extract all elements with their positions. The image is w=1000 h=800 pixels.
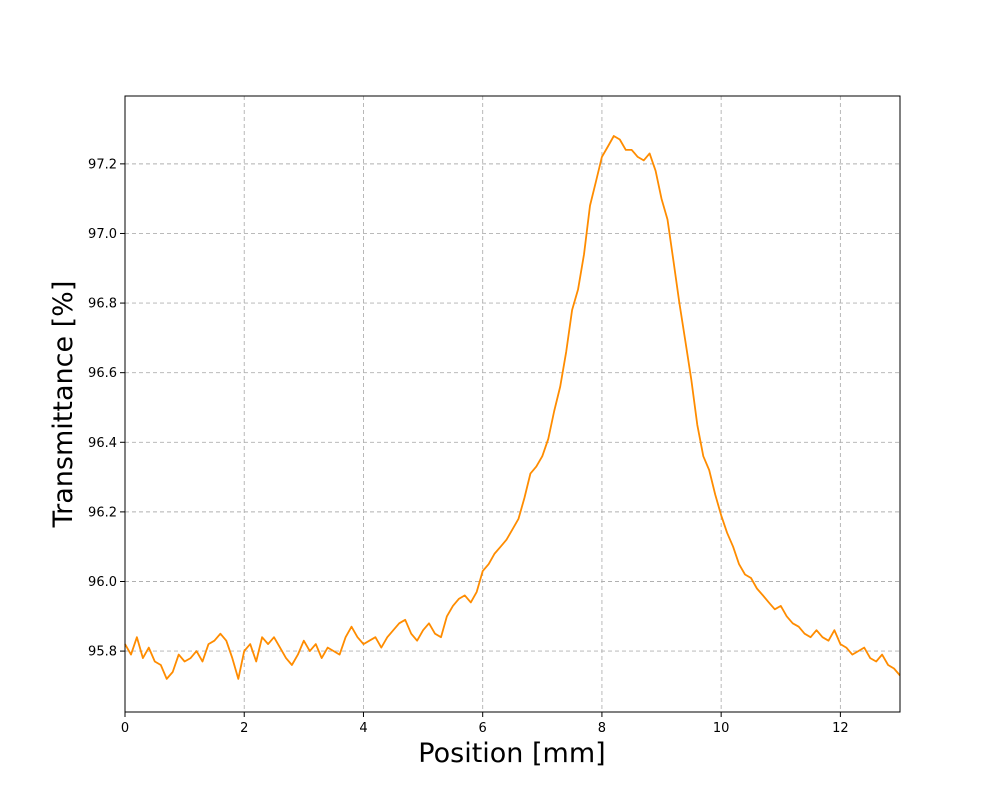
y-tick-label: 95.8: [88, 645, 117, 660]
x-tick-label: 2: [240, 721, 248, 736]
x-tick-label: 4: [359, 721, 367, 736]
plot-frame: [124, 95, 901, 713]
y-tick-label: 96.6: [88, 366, 117, 381]
y-tick-label: 96.8: [88, 297, 117, 312]
x-tick-label: 8: [598, 721, 606, 736]
y-tick-label: 96.4: [88, 436, 117, 451]
x-tick-label: 0: [121, 721, 129, 736]
y-axis: 95.8 96.0 96.2 96.4 96.6 96.8 97.0 97.2: [88, 157, 125, 660]
x-tick-label: 10: [713, 721, 730, 736]
x-axis-title: Position [mm]: [418, 738, 605, 769]
y-tick-label: 96.0: [88, 575, 117, 590]
x-axis: 0 2 4 6 8 10 12: [121, 712, 849, 736]
grid: [124, 96, 900, 712]
series-line-transmittance: [124, 135, 901, 680]
x-tick-label: 6: [479, 721, 487, 736]
x-tick-label: 12: [832, 721, 849, 736]
y-tick-label: 97.2: [88, 157, 117, 172]
y-tick-label: 96.2: [88, 505, 117, 520]
y-tick-label: 97.0: [88, 227, 117, 242]
y-axis-title: Transmittance [%]: [48, 281, 79, 529]
